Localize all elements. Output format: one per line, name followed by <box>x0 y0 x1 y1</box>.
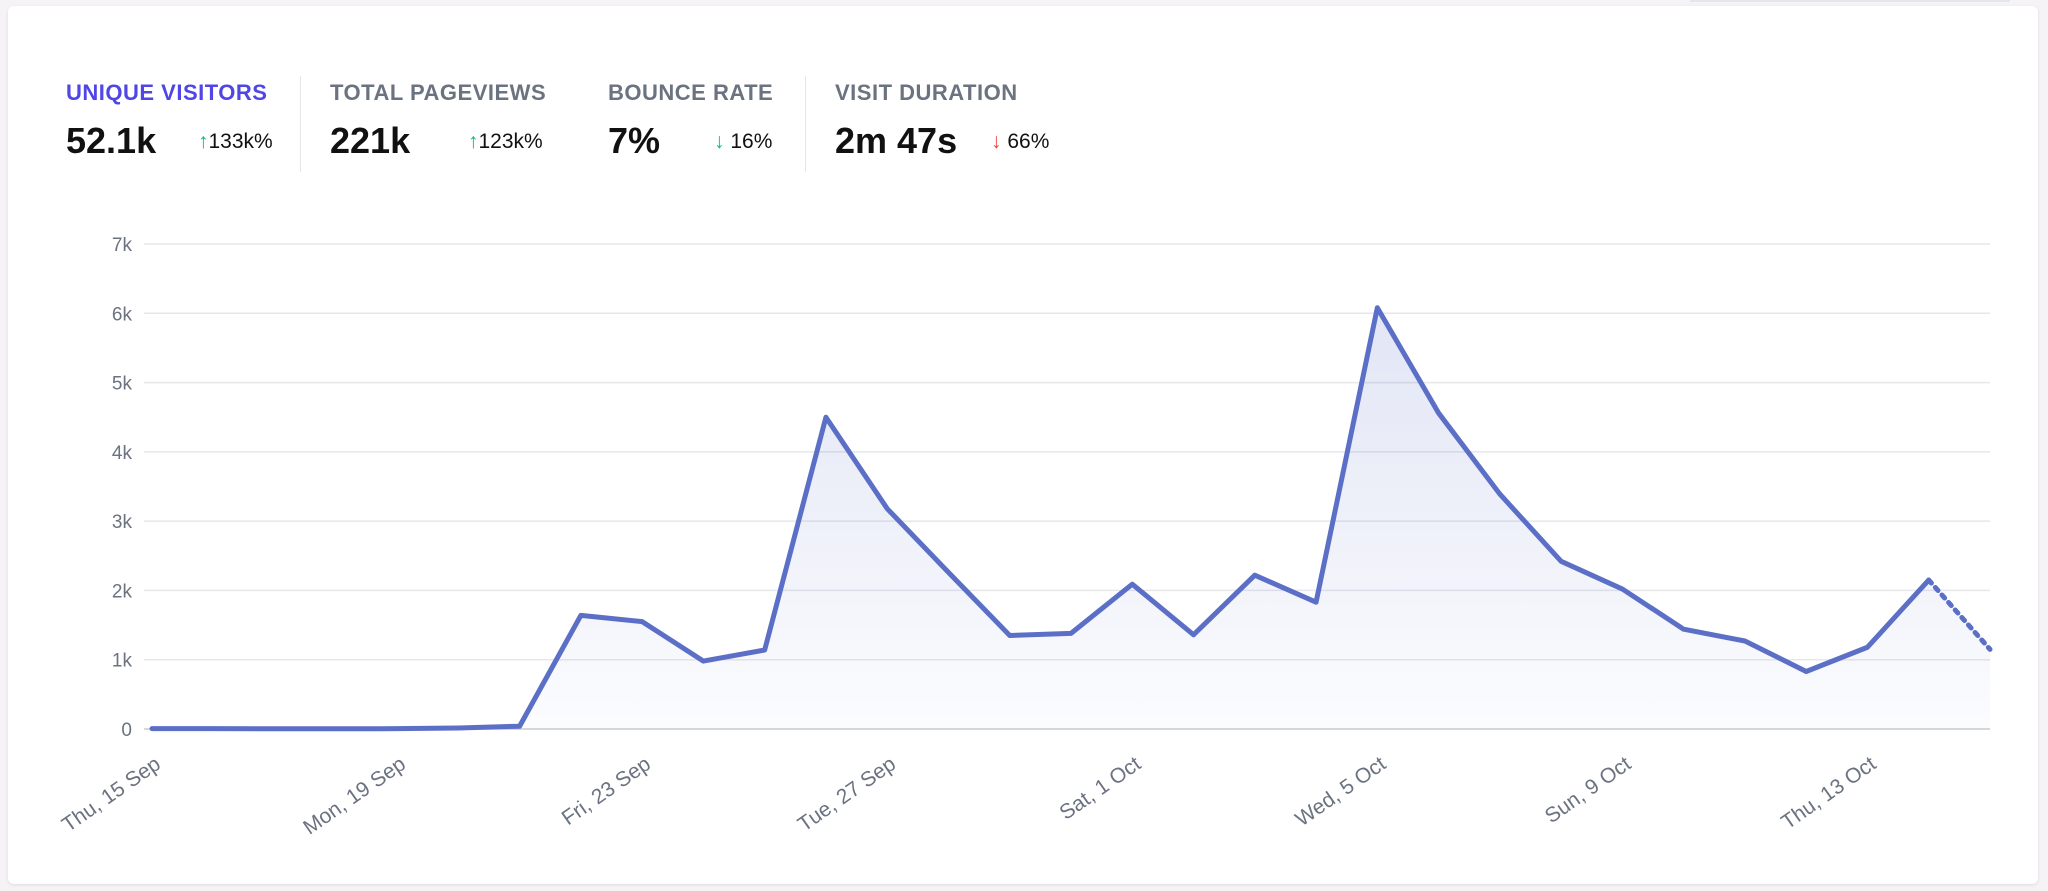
y-tick-label: 2k <box>112 581 133 602</box>
stat-label: BOUNCE RATE <box>608 80 774 105</box>
y-tick-label: 1k <box>112 651 133 672</box>
y-tick-label: 3k <box>112 512 133 533</box>
y-tick-label: 7k <box>112 235 133 256</box>
y-tick-label: 6k <box>112 304 133 325</box>
stat-change: ↑123k% <box>468 130 543 153</box>
stat-visit-duration[interactable]: VISIT DURATION 2m 47s ↓ 66% <box>835 76 1075 176</box>
stat-value: 2m 47s <box>835 120 958 161</box>
arrow-up-icon: ↑ <box>468 130 479 153</box>
series-line <box>149 305 1932 732</box>
y-tick-label: 0 <box>121 720 132 741</box>
divider <box>805 76 806 172</box>
stat-change: ↓ 66% <box>991 130 1050 153</box>
dashboard-card: UNIQUE VISITORS 52.1k ↑133k% TOTAL PAGEV… <box>8 6 2038 884</box>
series-line-incomplete <box>1926 577 1993 652</box>
x-tick-label: Wed, 5 Oct <box>1291 752 1390 831</box>
stat-change: ↑133k% <box>198 130 273 153</box>
arrow-up-icon: ↑ <box>198 130 209 153</box>
divider <box>300 76 301 172</box>
x-tick-label: Sun, 9 Oct <box>1541 752 1636 828</box>
top-edge <box>1690 0 2010 2</box>
stat-label: UNIQUE VISITORS <box>66 80 268 105</box>
x-tick-label: Tue, 27 Sep <box>794 752 900 836</box>
x-tick-label: Thu, 15 Sep <box>58 752 165 836</box>
y-tick-label: 5k <box>112 374 133 395</box>
x-tick-label: Fri, 23 Sep <box>558 752 655 830</box>
series-area <box>152 307 1990 729</box>
stat-label: VISIT DURATION <box>835 80 1018 105</box>
stat-label: TOTAL PAGEVIEWS <box>330 80 547 105</box>
arrow-down-icon: ↓ <box>991 130 1002 153</box>
x-tick-label: Mon, 19 Sep <box>299 752 410 839</box>
stat-bounce-rate[interactable]: BOUNCE RATE 7% ↓ 16% <box>608 76 808 176</box>
stat-total-pageviews[interactable]: TOTAL PAGEVIEWS 221k ↑123k% <box>330 76 560 176</box>
x-tick-label: Sat, 1 Oct <box>1055 752 1145 824</box>
stat-value: 52.1k <box>66 120 157 161</box>
stat-value: 7% <box>608 120 661 161</box>
x-tick-label: Thu, 13 Oct <box>1777 752 1880 834</box>
stat-change: ↓ 16% <box>714 130 773 153</box>
stat-unique-visitors[interactable]: UNIQUE VISITORS 52.1k ↑133k% <box>66 76 306 176</box>
arrow-down-icon: ↓ <box>714 130 725 153</box>
stat-value: 221k <box>330 120 411 161</box>
y-tick-label: 4k <box>112 443 133 464</box>
visitors-chart[interactable]: 0 1k 2k 3k 4k 5k 6k 7k Thu, 15 Sep Mon, 19 Sep Fri… <box>8 6 2038 884</box>
